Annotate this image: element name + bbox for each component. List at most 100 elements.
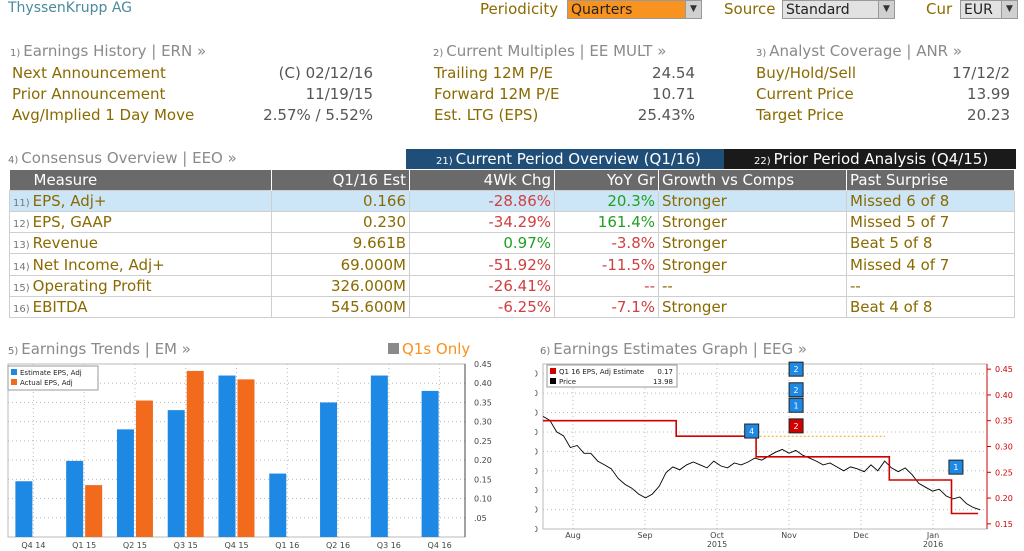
cell-surprise: --	[846, 274, 1015, 297]
section-number: 6)	[540, 346, 551, 357]
cell-est: 326.000M	[271, 274, 410, 297]
y-tick-label: 0.20	[474, 456, 492, 465]
avg-move-label: Avg/Implied 1 Day Move	[12, 106, 195, 124]
y-tick-label: 20.00	[535, 447, 538, 456]
section-number: 3)	[756, 48, 767, 59]
col-surprise[interactable]: Past Surprise	[846, 170, 1015, 190]
plot-area	[542, 363, 988, 530]
y-tick-label: 0.30	[474, 418, 492, 427]
table-row[interactable]: 11) EPS, Adj+ 0.166 -28.86% 20.3% Stronger Mis…	[9, 189, 1015, 212]
currency-value: EUR	[964, 2, 993, 18]
cell-growth: Stronger	[658, 232, 847, 255]
tab-prior-period[interactable]: 22) Prior Period Analysis (Q4/15)	[724, 149, 1016, 169]
q1s-only-toggle[interactable]: Q1s Only	[388, 340, 470, 358]
table-row[interactable]: 16) EBITDA 545.600M -6.25% -7.1% Stronger Beat…	[9, 295, 1015, 319]
consensus-overview-title: Consensus Overview | EEO »	[21, 149, 237, 167]
bar	[85, 485, 103, 537]
x-tick-label: Jan	[926, 531, 939, 540]
chevron-down-icon: ▼	[685, 1, 701, 18]
event-marker-label: 4	[749, 427, 754, 436]
x-tick-label: Q3 16	[377, 541, 401, 550]
bar	[237, 379, 255, 537]
row-measure-label: Revenue	[32, 234, 98, 253]
cell-growth: Stronger	[658, 295, 847, 319]
bar	[421, 390, 439, 537]
estimates-graph-link[interactable]: 6) Earnings Estimates Graph | EEG »	[540, 340, 807, 358]
event-marker	[744, 423, 760, 439]
bar	[167, 410, 185, 537]
source-dropdown[interactable]: Standard ▼	[782, 0, 895, 19]
y-right-tick-label: 0.35	[995, 417, 1013, 426]
bar	[218, 375, 236, 537]
col-growth[interactable]: Growth vs Comps	[658, 170, 847, 190]
x-tick-label: Q1 15	[72, 541, 96, 550]
bar	[135, 400, 153, 537]
y-right-tick-label: 0.20	[995, 494, 1013, 503]
table-row[interactable]: 13) Revenue 9.661B 0.97% -3.8% Stronger Beat 5…	[9, 232, 1015, 255]
cell-yoy: -3.8%	[554, 232, 659, 255]
table-row[interactable]: 15) Operating Profit 326.000M -26.41% -- -- --	[9, 274, 1015, 297]
x-tick-label: Nov	[781, 531, 797, 540]
next-announcement-value: (C) 02/12/16	[278, 64, 373, 82]
consensus-table: Measure Q1/16 Est 4Wk Chg YoY Gr Growth …	[9, 170, 1015, 319]
cell-growth: Stronger	[658, 210, 847, 234]
periodicity-dropdown[interactable]: Quarters ▼	[567, 0, 702, 19]
consensus-overview-link[interactable]: 4) Consensus Overview | EEO »	[8, 149, 237, 167]
y-tick-label: 22.00	[535, 428, 538, 437]
y-tick-label: 0.40	[474, 379, 492, 388]
x-tick-label: Q2 15	[123, 541, 147, 550]
y-tick-label: 14.00	[535, 506, 538, 515]
analyst-coverage-link[interactable]: 3) Analyst Coverage | ANR »	[756, 42, 962, 60]
table-row[interactable]: 14) Net Income, Adj+ 69.000M -51.92% -11.5% S…	[9, 253, 1015, 276]
row-measure-label: Operating Profit	[32, 276, 152, 295]
x-tick-label: Sep	[637, 531, 652, 540]
tab-current-period[interactable]: 21) Current Period Overview (Q1/16)	[406, 149, 724, 169]
current-multiples-link[interactable]: 2) Current Multiples | EE MULT »	[433, 42, 666, 60]
event-marker	[788, 382, 804, 398]
est-ltg-value: 25.43%	[637, 106, 695, 124]
legend-label: Estimate EPS, Adj	[20, 369, 82, 377]
col-chg[interactable]: 4Wk Chg	[409, 170, 555, 190]
y-right-tick-label: 0.30	[995, 443, 1013, 452]
checkbox-icon	[388, 343, 399, 354]
current-multiples-title: Current Multiples | EE MULT »	[446, 42, 667, 60]
target-price-value: 20.23	[967, 106, 1010, 124]
event-marker-label: 2	[794, 365, 799, 374]
legend-swatch	[550, 378, 556, 384]
forward-pe-label: Forward 12M P/E	[434, 85, 560, 103]
cell-measure: 14) Net Income, Adj+	[9, 253, 272, 276]
est-ltg-label: Est. LTG (EPS)	[434, 106, 539, 124]
cell-yoy: 161.4%	[554, 210, 659, 234]
event-marker	[788, 418, 804, 434]
row-measure-label: EPS, GAAP	[32, 212, 112, 231]
earnings-history-link[interactable]: 1) Earnings History | ERN »	[10, 42, 206, 60]
y-tick-label: 26.00	[535, 389, 538, 398]
bar	[116, 429, 134, 537]
legend-value: 0.17	[657, 368, 673, 376]
earnings-history-title: Earnings History | ERN »	[23, 42, 207, 60]
x-tick-label: Q4 14	[21, 541, 45, 550]
earnings-estimates-chart: 12.00 14.00 16.00 18.00 20.00 22.00 24.00 26.00…	[535, 361, 1013, 549]
currency-dropdown[interactable]: EUR ▼	[960, 0, 1018, 19]
y-right-tick-label: 0.45	[995, 365, 1013, 374]
cell-yoy: 20.3%	[554, 189, 659, 212]
table-row[interactable]: 12) EPS, GAAP 0.230 -34.29% 161.4% Stronger Mi…	[9, 210, 1015, 234]
cell-yoy: --	[554, 274, 659, 297]
legend-label: Q1 16 EPS, Adj Estimate	[559, 368, 644, 376]
x-tick-label: Q1 16	[275, 541, 299, 550]
tab-prior-label: Prior Period Analysis (Q4/15)	[773, 150, 989, 168]
y-tick-label: 0.45	[474, 360, 492, 369]
col-measure[interactable]: Measure	[9, 170, 272, 190]
bar	[186, 370, 204, 537]
col-yoy[interactable]: YoY Gr	[554, 170, 659, 190]
currency-label: Cur	[926, 0, 953, 18]
earnings-trends-chart: .05 0.10 0.15 0.20 0.25 0.30 0.35 0.40 0.45 Q4 14…	[7, 360, 492, 550]
cell-surprise: Beat 4 of 8	[846, 295, 1015, 319]
earnings-trends-link[interactable]: 5) Earnings Trends | EM »	[8, 340, 191, 358]
cell-surprise: Missed 4 of 7	[846, 253, 1015, 276]
prior-announcement-value: 11/19/15	[305, 85, 373, 103]
x-year-label: 2016	[923, 540, 943, 549]
col-est[interactable]: Q1/16 Est	[271, 170, 410, 190]
legend-box	[7, 365, 99, 391]
avg-move-value: 2.57% / 5.52%	[263, 106, 373, 124]
